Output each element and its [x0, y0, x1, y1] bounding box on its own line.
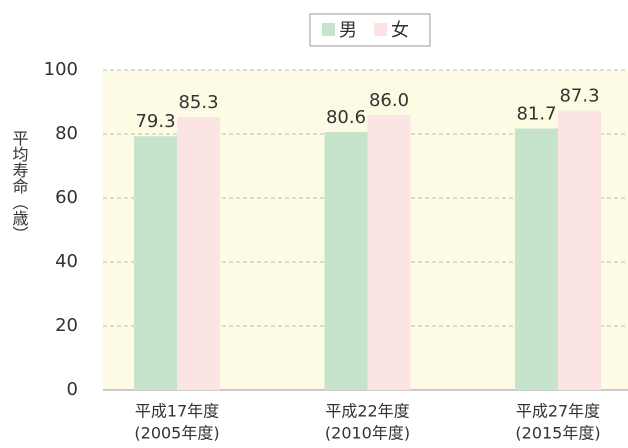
legend-label: 女 [391, 20, 409, 41]
x-tick-label: (2005年度) [134, 424, 219, 443]
y-tick-label: 100 [44, 59, 78, 80]
value-label: 85.3 [178, 92, 218, 113]
legend-label: 男 [339, 20, 357, 41]
bar [134, 136, 177, 390]
x-tick-label: (2010年度) [325, 424, 410, 443]
x-tick-label: 平成27年度 [516, 402, 600, 421]
y-axis-label: 平均寿命（歳） [10, 130, 29, 242]
y-tick-label: 40 [55, 251, 78, 272]
legend-swatch [374, 23, 387, 36]
bar [558, 110, 601, 390]
value-label: 79.3 [135, 111, 175, 132]
x-tick-label: 平成17年度 [135, 402, 219, 421]
legend-swatch [322, 23, 335, 36]
x-tick-label: (2015年度) [515, 424, 600, 443]
y-tick-label: 20 [55, 315, 78, 336]
bar [177, 117, 220, 390]
bar [367, 114, 411, 391]
bar [324, 132, 368, 390]
value-label: 87.3 [559, 86, 599, 107]
value-label: 80.6 [326, 107, 366, 128]
value-label: 86.0 [369, 90, 409, 111]
y-tick-label: 80 [55, 123, 78, 144]
y-tick-label: 60 [55, 187, 78, 208]
value-label: 81.7 [516, 104, 556, 125]
bar [515, 128, 558, 390]
x-tick-label: 平成22年度 [325, 402, 409, 421]
y-tick-label: 0 [67, 379, 78, 400]
